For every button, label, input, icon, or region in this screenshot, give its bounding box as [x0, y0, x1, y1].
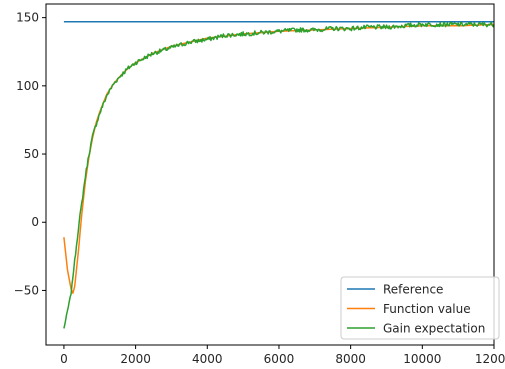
legend: Reference Function value Gain expectation	[340, 276, 500, 340]
legend-box	[340, 276, 500, 340]
x-tick-label: 4000	[192, 352, 223, 366]
y-tick-label: 150	[16, 11, 39, 25]
series-line-1	[63, 23, 494, 294]
legend-label: Reference	[383, 283, 443, 297]
series-line-2	[63, 21, 495, 329]
y-tick-label: 50	[24, 147, 39, 161]
x-tick-label: 8000	[335, 352, 366, 366]
y-axis: −50 0 50 100 150	[14, 11, 46, 297]
x-tick-label: 12000	[475, 352, 505, 366]
x-tick-label: 10000	[403, 352, 441, 366]
x-axis: 0 2000 4000 6000 8000 10000 12000	[60, 345, 505, 366]
x-tick-label: 6000	[264, 352, 295, 366]
y-tick-label: 100	[16, 79, 39, 93]
plot-marks	[63, 20, 495, 329]
legend-label: Function value	[383, 302, 471, 316]
x-tick-label: 0	[60, 352, 68, 366]
y-tick-label: −50	[14, 283, 39, 297]
legend-label: Gain expectation	[383, 322, 485, 336]
plot-frame	[45, 3, 495, 346]
x-tick-label: 2000	[120, 352, 151, 366]
y-tick-label: 0	[31, 215, 39, 229]
